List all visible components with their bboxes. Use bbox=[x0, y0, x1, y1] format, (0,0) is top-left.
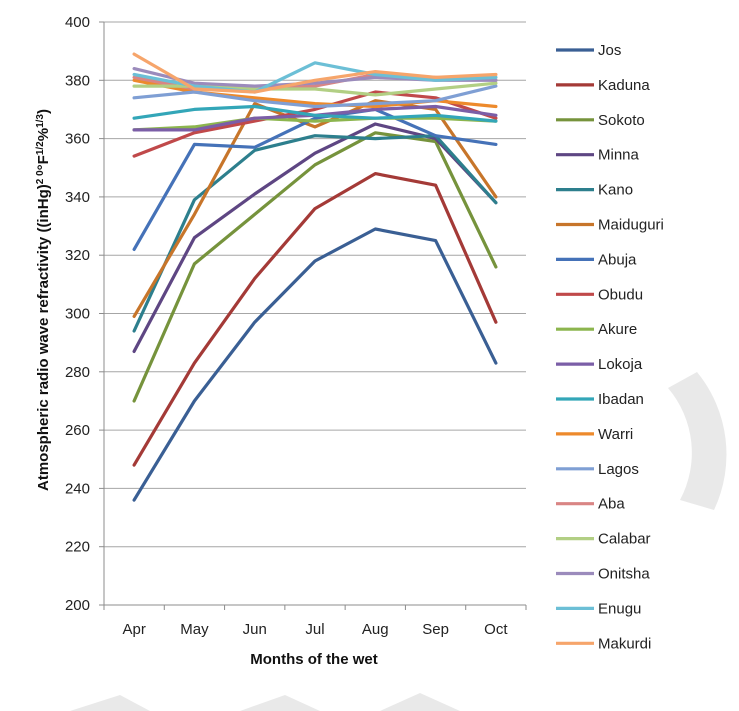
watermark-bar-shape-1 bbox=[70, 695, 150, 711]
series-line-jos bbox=[132, 227, 498, 502]
legend-item: Enugu bbox=[556, 600, 641, 617]
legend-label: Lokoja bbox=[598, 356, 643, 373]
legend-label: Enugu bbox=[598, 600, 641, 617]
legend-label: Akure bbox=[598, 321, 637, 338]
y-tick-label: 360 bbox=[65, 131, 90, 148]
series-line-minna bbox=[132, 122, 498, 353]
y-tick-label: 340 bbox=[65, 189, 90, 206]
y-tick-label: 400 bbox=[65, 14, 90, 31]
legend-label: Warri bbox=[598, 426, 633, 443]
x-tick-labels: Apr May Jun Jul Aug Sep Oct bbox=[122, 621, 508, 638]
y-tick-label: 280 bbox=[65, 364, 90, 381]
legend-label: Maiduguri bbox=[598, 217, 664, 234]
x-tick-label: Oct bbox=[484, 621, 508, 638]
y-tick-label: 200 bbox=[65, 597, 90, 614]
y-axis-title-percent: % bbox=[35, 128, 52, 141]
legend-item: Maiduguri bbox=[556, 217, 664, 234]
axes bbox=[99, 21, 527, 610]
y-tick-label: 220 bbox=[65, 539, 90, 556]
legend-item: Kaduna bbox=[556, 77, 650, 94]
legend: Jos Kaduna Sokoto Minna Kano Maiduguri Abuja Ob… bbox=[556, 42, 664, 652]
legend-label: Ibadan bbox=[598, 391, 644, 408]
legend-item: Lagos bbox=[556, 461, 639, 478]
legend-item: Ibadan bbox=[556, 391, 644, 408]
series-line-abuja bbox=[132, 107, 498, 251]
y-axis-title-main: Atmospheric radio wave refractivity ((in… bbox=[35, 184, 52, 491]
watermark-arc-shape bbox=[668, 372, 727, 510]
series-line-makurdi bbox=[132, 52, 498, 94]
legend-item: Abuja bbox=[556, 251, 637, 268]
x-axis-title: Months of the wet bbox=[250, 651, 378, 668]
legend-label: Lagos bbox=[598, 461, 639, 478]
legend-item: Calabar bbox=[556, 531, 651, 548]
y-axis-title-sup-2: 1/2 bbox=[35, 141, 46, 155]
legend-label: Kaduna bbox=[598, 77, 650, 94]
watermark-bar-shape-2 bbox=[240, 695, 320, 711]
watermark bbox=[70, 372, 727, 711]
series-line-sokoto bbox=[132, 131, 498, 403]
legend-label: Jos bbox=[598, 42, 621, 59]
legend-label: Makurdi bbox=[598, 635, 651, 652]
series-lines bbox=[132, 52, 498, 502]
x-tick-label: Aug bbox=[362, 621, 389, 638]
legend-item: Kano bbox=[556, 182, 633, 199]
gridlines bbox=[104, 21, 526, 548]
legend-item: Warri bbox=[556, 426, 633, 443]
legend-label: Sokoto bbox=[598, 112, 645, 129]
legend-label: Minna bbox=[598, 147, 640, 164]
x-tick-label: Jul bbox=[305, 621, 324, 638]
x-tick-label: Sep bbox=[422, 621, 449, 638]
y-axis-title-close: ) bbox=[35, 109, 52, 114]
y-tick-label: 320 bbox=[65, 247, 90, 264]
y-axis-title-degree-f: °F bbox=[35, 155, 52, 170]
series-line-kaduna bbox=[132, 172, 498, 467]
y-tick-label: 380 bbox=[65, 72, 90, 89]
y-axis-title: Atmospheric radio wave refractivity ((in… bbox=[35, 109, 53, 491]
y-axis-title-sup-1: 2 0 bbox=[35, 170, 46, 184]
x-tick-label: Jun bbox=[243, 621, 267, 638]
y-tick-labels: 200 220 240 260 280 300 320 340 360 380 400 bbox=[65, 14, 90, 614]
series-line-enugu bbox=[132, 61, 498, 94]
legend-item: Onitsha bbox=[556, 566, 650, 583]
x-tick-label: Apr bbox=[122, 621, 145, 638]
legend-label: Onitsha bbox=[598, 566, 650, 583]
legend-label: Calabar bbox=[598, 531, 651, 548]
y-tick-label: 240 bbox=[65, 480, 90, 497]
legend-item: Jos bbox=[556, 42, 621, 59]
legend-label: Kano bbox=[598, 182, 633, 199]
x-tick-label: May bbox=[180, 621, 209, 638]
legend-item: Lokoja bbox=[556, 356, 643, 373]
y-tick-label: 300 bbox=[65, 306, 90, 323]
legend-item: Obudu bbox=[556, 286, 643, 303]
series-line-lagos bbox=[132, 84, 498, 109]
legend-item: Akure bbox=[556, 321, 637, 338]
legend-label: Obudu bbox=[598, 286, 643, 303]
legend-item: Makurdi bbox=[556, 635, 651, 652]
legend-item: Sokoto bbox=[556, 112, 645, 129]
y-axis-title-sup-3: 1/3 bbox=[35, 114, 46, 128]
series-line-akure bbox=[132, 116, 498, 132]
legend-label: Aba bbox=[598, 496, 625, 513]
series-line-maiduguri bbox=[132, 99, 498, 318]
series-line-obudu bbox=[132, 90, 498, 158]
watermark-bar-shape-3 bbox=[380, 693, 460, 711]
legend-item: Aba bbox=[556, 496, 625, 513]
legend-item: Minna bbox=[556, 147, 640, 164]
y-tick-label: 260 bbox=[65, 422, 90, 439]
legend-label: Abuja bbox=[598, 251, 637, 268]
series-line-ibadan bbox=[132, 104, 498, 123]
